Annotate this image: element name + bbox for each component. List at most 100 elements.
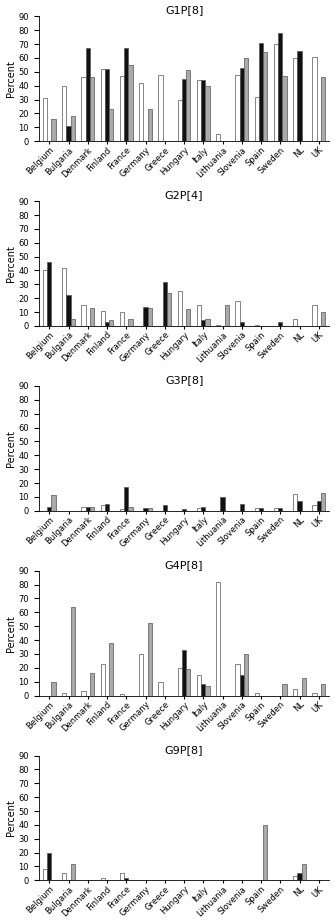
Bar (293, 319, 297, 326)
Bar (90, 78, 94, 141)
Bar (282, 76, 287, 141)
Bar (201, 321, 205, 326)
Bar (278, 33, 282, 141)
Bar (186, 70, 190, 141)
Bar (182, 509, 186, 511)
Bar (321, 685, 325, 696)
Bar (124, 48, 128, 141)
Bar (225, 305, 229, 326)
Bar (259, 508, 263, 511)
Bar (158, 682, 163, 696)
Bar (178, 668, 182, 696)
Bar (317, 501, 321, 511)
Bar (71, 864, 75, 881)
Bar (255, 97, 259, 141)
Bar (105, 69, 109, 141)
Bar (128, 65, 133, 141)
Bar (51, 495, 56, 511)
Bar (255, 693, 259, 696)
Bar (302, 677, 306, 696)
Bar (81, 305, 86, 326)
Bar (178, 291, 182, 326)
Bar (143, 508, 148, 511)
Y-axis label: Percent: Percent (6, 799, 15, 836)
Bar (101, 69, 105, 141)
Bar (43, 869, 47, 881)
Y-axis label: Percent: Percent (6, 430, 15, 467)
Bar (167, 293, 171, 326)
Bar (86, 48, 90, 141)
Bar (120, 509, 124, 511)
Bar (101, 310, 105, 326)
Bar (90, 506, 94, 511)
Bar (178, 100, 182, 141)
Bar (186, 669, 190, 696)
Bar (278, 508, 282, 511)
Bar (297, 51, 302, 141)
Bar (244, 654, 248, 696)
Bar (124, 487, 128, 511)
Bar (66, 296, 71, 326)
Bar (71, 116, 75, 141)
Bar (201, 80, 205, 141)
Bar (297, 501, 302, 511)
Bar (148, 308, 152, 326)
Bar (313, 693, 317, 696)
Bar (81, 78, 86, 141)
Bar (293, 688, 297, 696)
Bar (120, 312, 124, 326)
Bar (201, 506, 205, 511)
Bar (109, 643, 113, 696)
Bar (109, 321, 113, 326)
Bar (313, 305, 317, 326)
Bar (255, 508, 259, 511)
Bar (293, 494, 297, 511)
Bar (274, 44, 278, 141)
Bar (236, 663, 240, 696)
Bar (197, 80, 201, 141)
Bar (43, 98, 47, 141)
Bar (313, 505, 317, 511)
Bar (321, 78, 325, 141)
Bar (293, 58, 297, 141)
Bar (101, 878, 105, 881)
Bar (163, 282, 167, 326)
Bar (124, 878, 128, 881)
Bar (90, 674, 94, 696)
Bar (43, 271, 47, 326)
Bar (236, 301, 240, 326)
Title: G3P[8]: G3P[8] (165, 375, 203, 385)
Bar (71, 607, 75, 696)
Bar (47, 853, 51, 881)
Bar (216, 582, 220, 696)
Bar (47, 506, 51, 511)
Bar (236, 75, 240, 141)
Bar (321, 312, 325, 326)
Title: G4P[8]: G4P[8] (165, 560, 203, 570)
Bar (216, 324, 220, 326)
Bar (120, 873, 124, 881)
Title: G9P[8]: G9P[8] (165, 745, 203, 755)
Bar (120, 694, 124, 696)
Bar (282, 685, 287, 696)
Bar (51, 119, 56, 141)
Title: G1P[8]: G1P[8] (165, 6, 203, 16)
Bar (148, 624, 152, 696)
Bar (244, 58, 248, 141)
Bar (105, 504, 109, 511)
Bar (148, 508, 152, 511)
Bar (182, 650, 186, 696)
Bar (143, 307, 148, 326)
Bar (240, 675, 244, 696)
Bar (197, 305, 201, 326)
Bar (163, 505, 167, 511)
Bar (120, 76, 124, 141)
Bar (197, 675, 201, 696)
Bar (263, 825, 267, 881)
Bar (313, 56, 317, 141)
Bar (278, 322, 282, 326)
Bar (259, 43, 263, 141)
Bar (240, 504, 244, 511)
Bar (62, 873, 66, 881)
Bar (302, 864, 306, 881)
